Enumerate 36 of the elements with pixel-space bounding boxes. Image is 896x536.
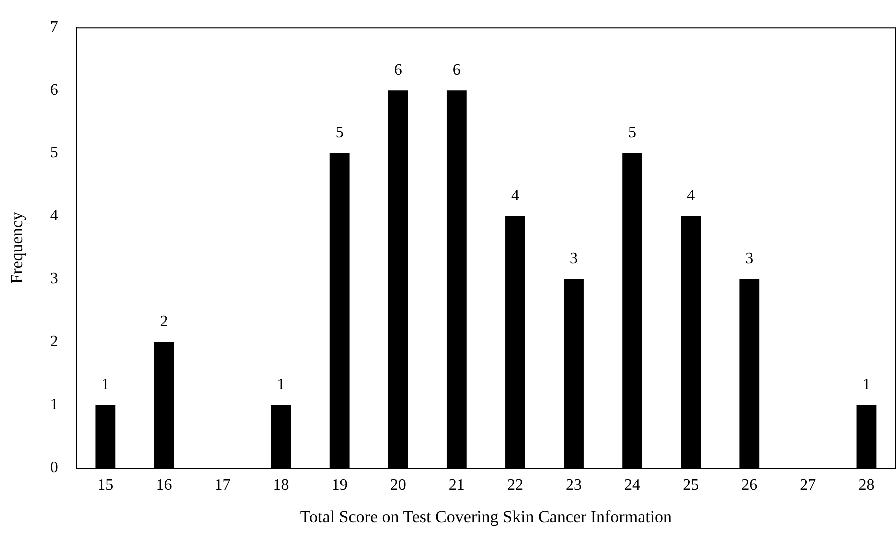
y-tick-label: 3 [50,270,58,288]
data-label: 4 [687,188,696,205]
x-tick-label: 21 [448,477,465,494]
data-label: 2 [160,314,168,331]
y-tick-label: 2 [50,334,58,351]
data-label: 3 [570,250,578,268]
data-label: 1 [277,376,286,394]
data-label: 4 [511,188,520,205]
x-tick-label: 28 [858,477,875,494]
x-tick-label: 25 [683,477,700,494]
data-label: 5 [628,124,637,142]
data-label: 6 [394,62,402,79]
y-tick-label: 5 [50,144,58,162]
x-tick-label: 17 [214,477,231,494]
x-tick-label: 26 [742,477,758,494]
y-tick-label: 6 [50,82,58,99]
x-tick-label: 27 [800,477,816,494]
data-label: 6 [452,62,461,79]
x-tick-label: 20 [390,477,406,494]
y-tick-label: 1 [50,396,58,414]
x-tick-label: 23 [566,477,582,494]
data-label: 5 [336,124,344,142]
data-label: 1 [102,376,110,394]
x-tick-label: 24 [624,477,641,494]
x-tick-label: 19 [332,477,348,494]
x-tick-label: 22 [507,477,524,494]
x-tick-label: 16 [156,477,172,494]
x-tick-label: 15 [98,477,114,494]
y-tick-label: 7 [50,18,58,36]
x-axis-title: Total Score on Test Covering Skin Cancer Information [300,507,673,526]
y-tick-label: 4 [50,208,58,225]
data-label: 3 [746,250,754,268]
data-label: 1 [862,376,871,394]
y-axis-title: Frequency [8,212,27,284]
x-tick-label: 18 [273,477,290,494]
y-tick-label: 0 [50,460,58,477]
